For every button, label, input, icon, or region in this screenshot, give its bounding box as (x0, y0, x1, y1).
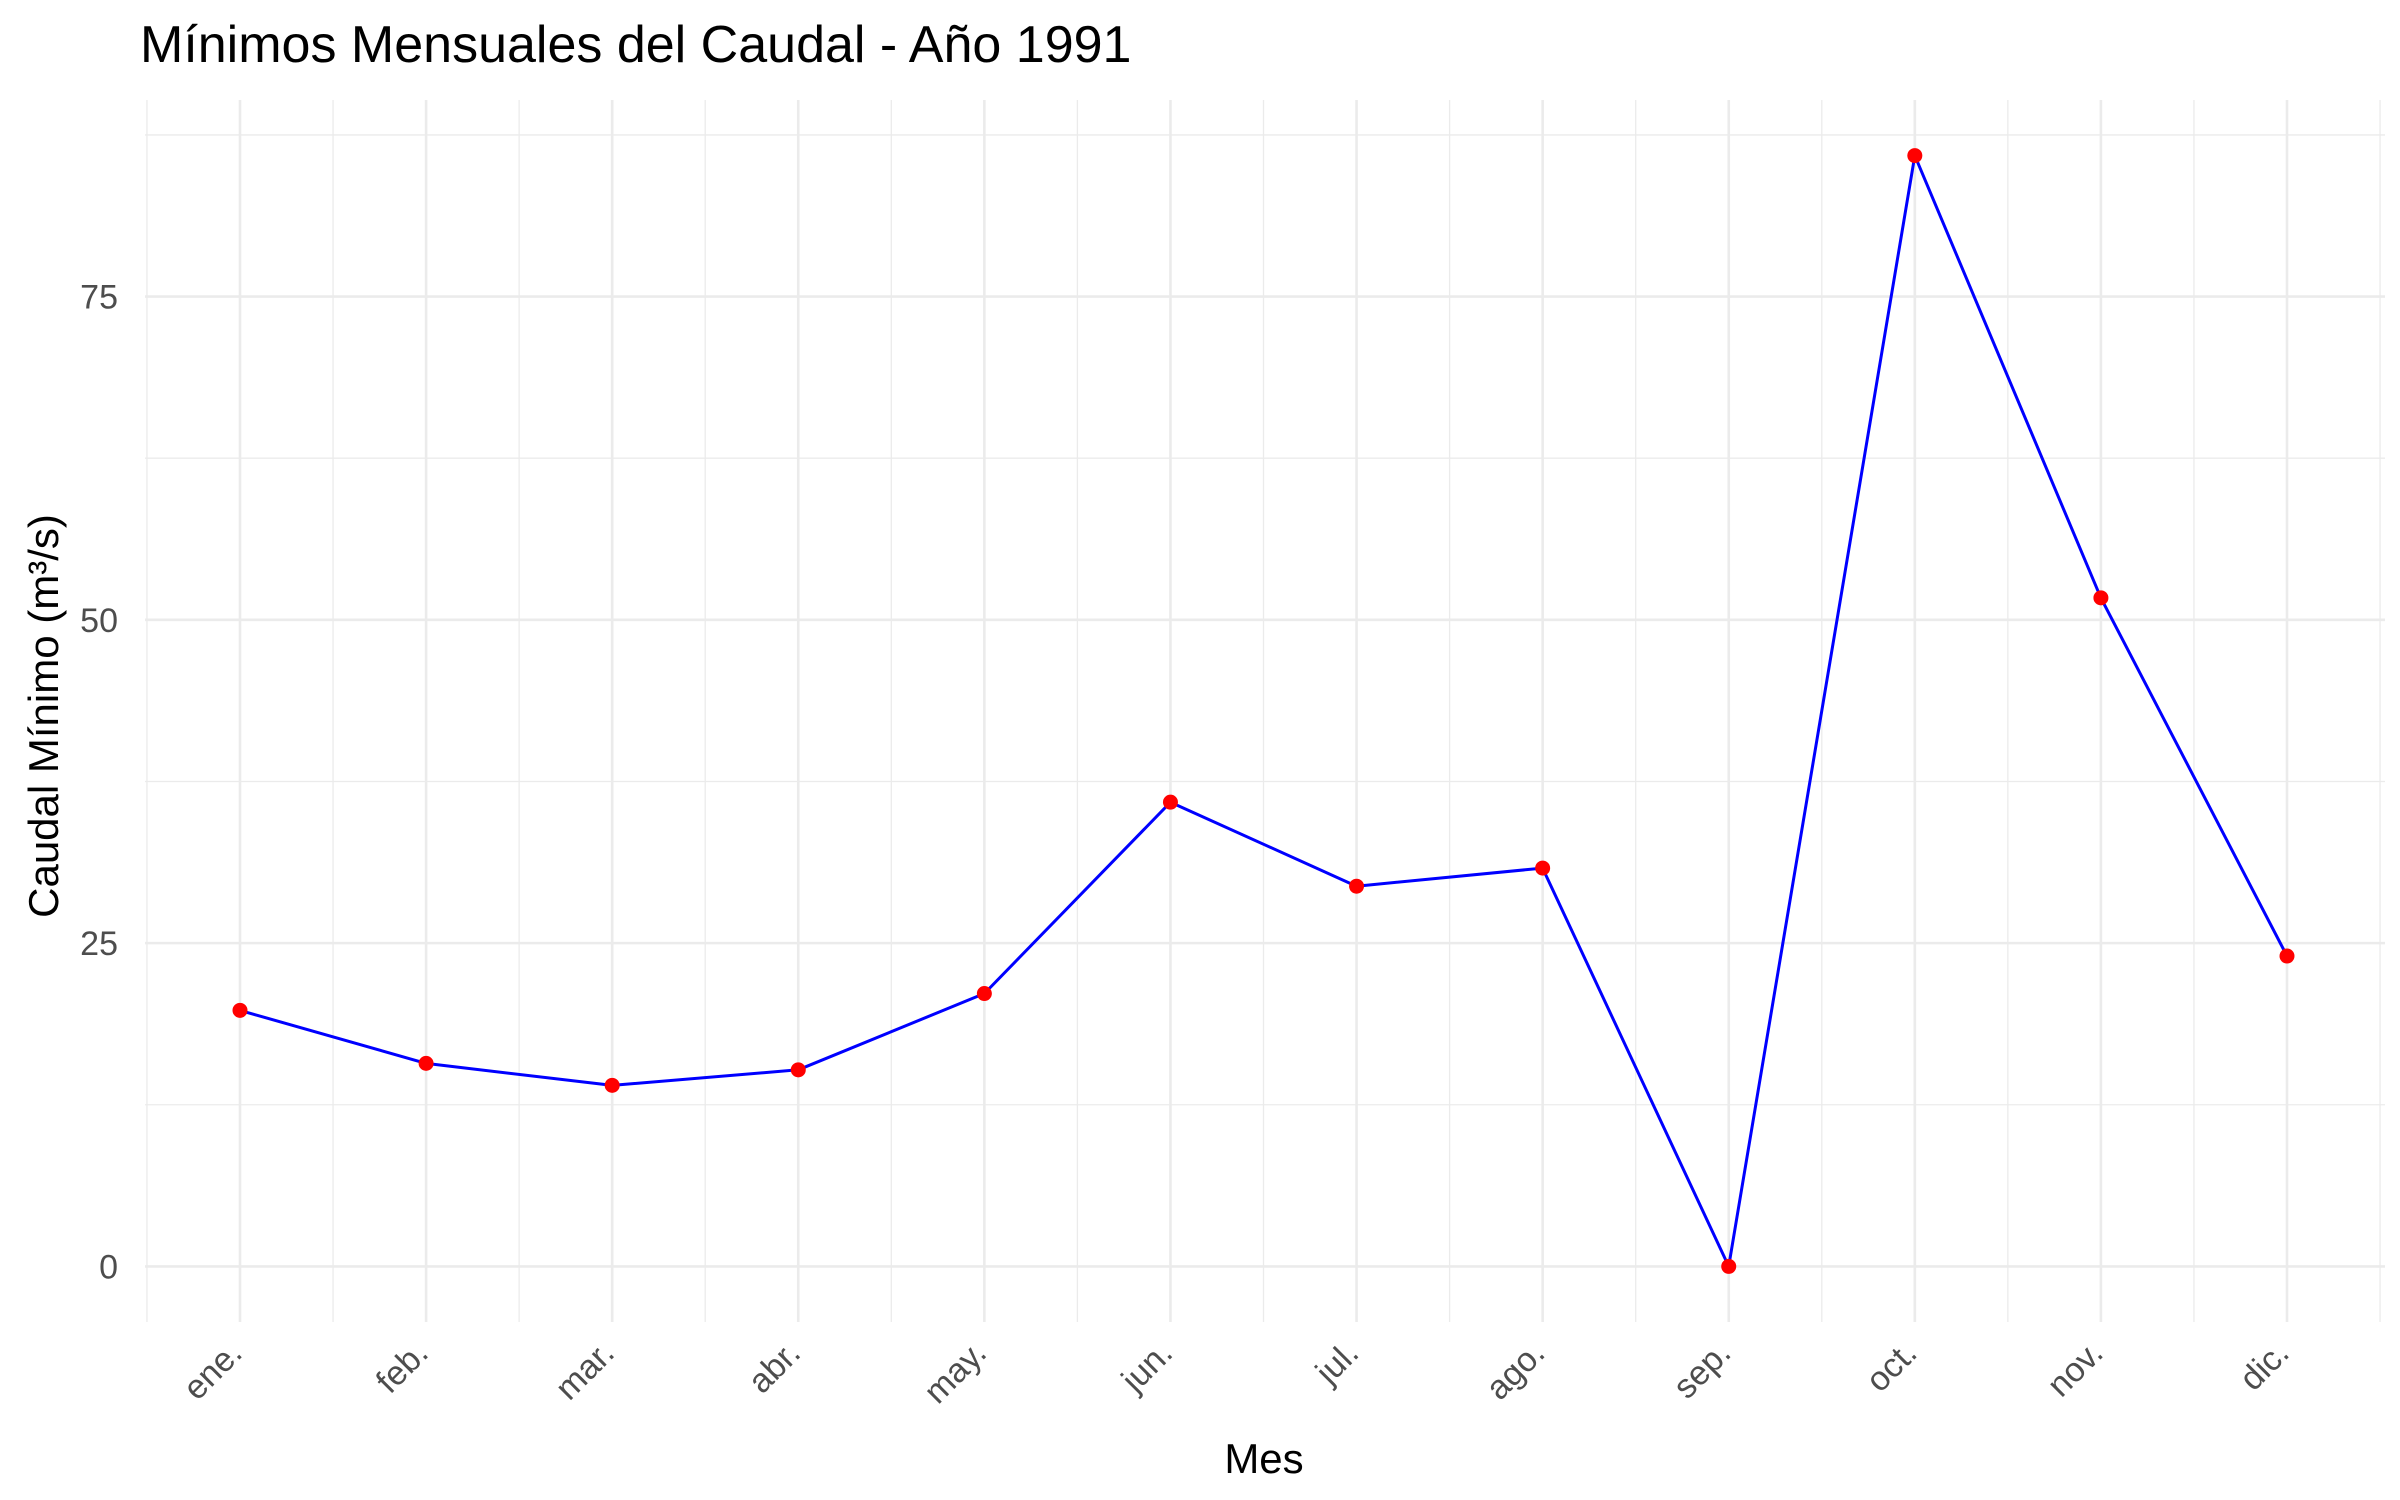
data-point (976, 986, 992, 1002)
data-point (1162, 794, 1178, 810)
x-tick-label: nov. (2040, 1334, 2111, 1405)
y-tick-label: 50 (80, 602, 118, 640)
x-axis-title: Mes (1224, 1435, 1303, 1482)
data-point (1721, 1258, 1737, 1274)
y-tick-label: 75 (80, 279, 118, 317)
grid (145, 100, 2385, 1322)
data-point (1907, 148, 1923, 164)
data-point (418, 1055, 434, 1071)
x-tick-label: may. (917, 1334, 994, 1411)
data-point (790, 1062, 806, 1078)
x-tick-label: jun. (1114, 1334, 1180, 1400)
y-axis-ticks: 0 25 50 75 (80, 279, 118, 1287)
data-point (604, 1077, 620, 1093)
series-line-group (239, 154, 2289, 1268)
data-point (1349, 878, 1365, 894)
x-tick-label: abr. (741, 1334, 808, 1401)
data-point (232, 1002, 248, 1018)
data-points (232, 148, 2295, 1274)
x-tick-label: ene. (176, 1334, 250, 1408)
series-line (239, 154, 2289, 1268)
y-tick-label: 0 (99, 1248, 118, 1286)
y-tick-label: 25 (80, 925, 118, 963)
x-tick-label: sep. (1666, 1334, 1738, 1406)
x-tick-label: oct. (1859, 1334, 1925, 1400)
x-tick-label: ago. (1479, 1334, 1553, 1408)
x-tick-label: dic. (2232, 1334, 2296, 1398)
x-tick-label: jul. (1308, 1334, 1366, 1392)
x-tick-label: mar. (548, 1334, 622, 1408)
y-axis-title: Caudal Mínimo (m³/s) (20, 514, 67, 918)
x-axis-ticks: ene. feb. mar. abr. may. jun. jul. ago. sep. oct.… (176, 1334, 2297, 1411)
chart-title: Mínimos Mensuales del Caudal - Año 1991 (140, 16, 1131, 74)
data-point (2093, 590, 2109, 606)
data-point (1535, 860, 1551, 876)
x-tick-label: feb. (369, 1334, 436, 1401)
data-point (2279, 948, 2295, 964)
